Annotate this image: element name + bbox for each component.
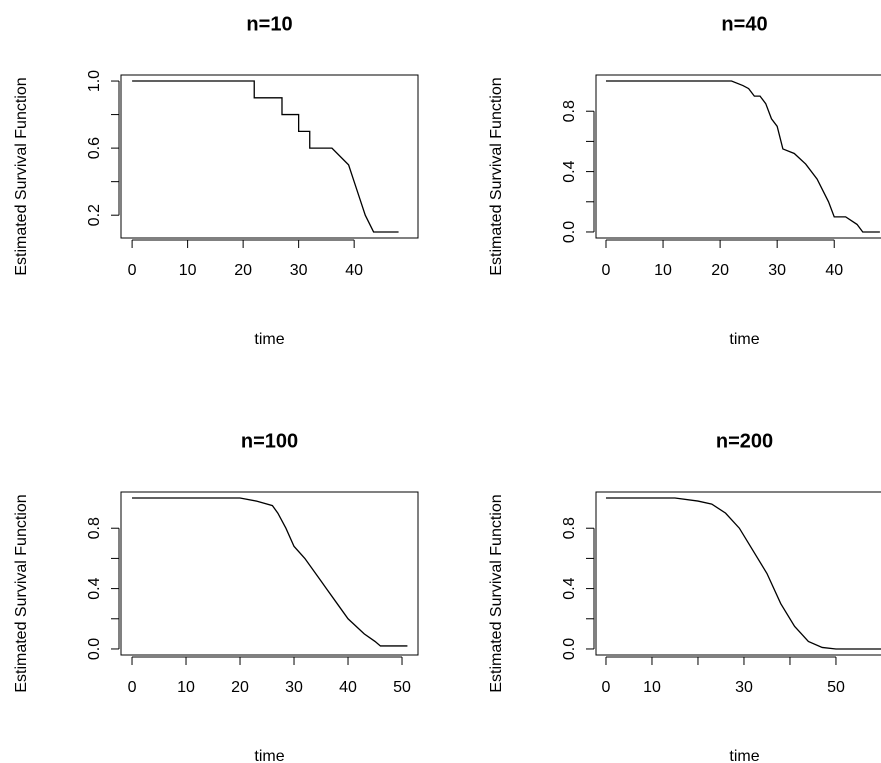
y-tick-label: 0.0 [561, 221, 578, 243]
x-tick-label: 20 [231, 679, 249, 696]
y-tick-label: 0.0 [86, 638, 103, 660]
x-tick-label: 0 [128, 262, 137, 279]
x-tick-label: 40 [345, 262, 363, 279]
panel-title: n=40 [721, 13, 767, 35]
y-tick-label: 1.0 [86, 70, 103, 92]
x-axis-label: time [729, 748, 759, 763]
x-tick-label: 0 [128, 679, 137, 696]
plot-box [595, 74, 881, 239]
x-tick-label: 20 [234, 262, 252, 279]
x-axis-label: time [254, 331, 284, 348]
x-tick-label: 10 [177, 679, 195, 696]
panel-title: n=10 [246, 13, 292, 35]
x-tick-label: 50 [393, 679, 411, 696]
y-tick-label: 0.0 [561, 638, 578, 660]
x-tick-label: 10 [643, 679, 661, 696]
x-tick-label: 40 [825, 262, 843, 279]
panel: n=100 time Estimated Survival Function 0 10 2… [13, 430, 419, 763]
survival-curve [605, 497, 881, 650]
panel: n=200 time Estimated Survival Function 0 10 3… [488, 430, 881, 763]
y-tick-label: 0.2 [86, 204, 103, 226]
x-tick-label: 50 [827, 679, 845, 696]
x-tick-label: 20 [711, 262, 729, 279]
survival-curve [132, 80, 399, 233]
y-tick-label: 0.4 [561, 160, 578, 182]
y-tick-label: 0.6 [86, 137, 103, 159]
panel: n=10 time Estimated Survival Function 0 10 20… [13, 13, 419, 348]
panel: n=40 time Estimated Survival Function 0 10 20… [488, 13, 881, 348]
survival-curve [132, 497, 408, 647]
y-axis-label: Estimated Survival Function [488, 494, 505, 692]
panel-title: n=100 [241, 430, 298, 452]
x-tick-label: 30 [735, 679, 753, 696]
x-tick-label: 0 [602, 679, 611, 696]
y-axis-label: Estimated Survival Function [488, 77, 505, 275]
y-tick-label: 0.8 [561, 517, 578, 539]
x-tick-label: 30 [290, 262, 308, 279]
plot-box [595, 491, 881, 656]
y-axis-label: Estimated Survival Function [13, 494, 30, 692]
x-axis-label: time [729, 331, 759, 348]
x-tick-label: 10 [654, 262, 672, 279]
y-tick-label: 0.4 [86, 577, 103, 599]
panel-title: n=200 [716, 430, 773, 452]
x-tick-label: 30 [768, 262, 786, 279]
x-tick-label: 10 [179, 262, 197, 279]
x-tick-label: 40 [339, 679, 357, 696]
plot-box [120, 74, 419, 239]
x-tick-label: 30 [285, 679, 303, 696]
survival-curve [605, 80, 880, 233]
y-axis-label: Estimated Survival Function [13, 77, 30, 275]
x-axis-label: time [254, 748, 284, 763]
plot-box [120, 491, 419, 656]
y-tick-label: 0.8 [86, 517, 103, 539]
y-tick-label: 0.8 [561, 100, 578, 122]
x-tick-label: 0 [602, 262, 611, 279]
y-tick-label: 0.4 [561, 577, 578, 599]
